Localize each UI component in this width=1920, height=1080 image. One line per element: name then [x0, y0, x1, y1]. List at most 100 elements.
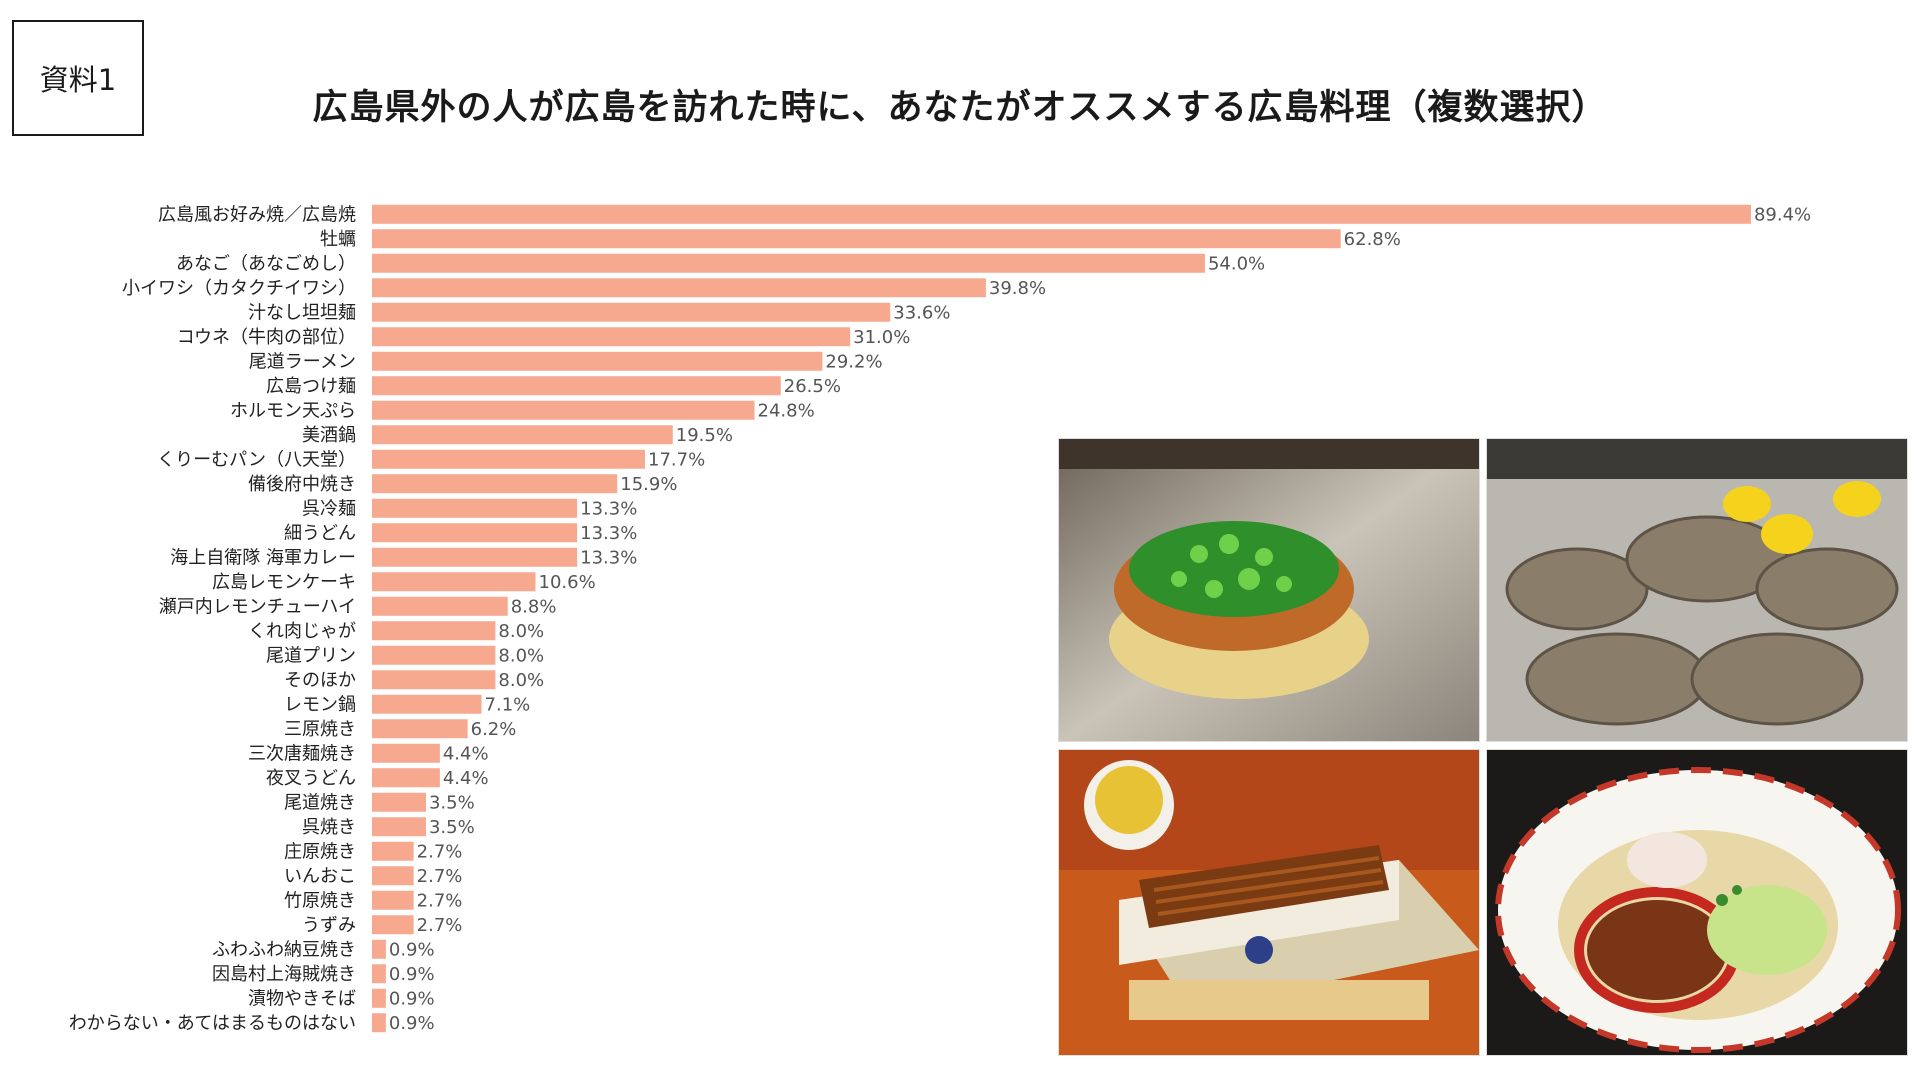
- category-label: 尾道プリン: [266, 645, 356, 666]
- category-label: 尾道焼き: [284, 792, 356, 813]
- bar-value-label: 29.2%: [825, 351, 882, 372]
- category-label: 因島村上海賊焼き: [212, 964, 356, 985]
- bar-value-label: 10.6%: [539, 572, 596, 593]
- bar: [372, 474, 618, 494]
- category-label: 庄原焼き: [284, 841, 356, 862]
- bar: [372, 866, 414, 886]
- document-label: 資料1: [12, 20, 144, 136]
- bar: [372, 841, 414, 861]
- category-label: いんおこ: [284, 866, 356, 887]
- category-label: コウネ（牛肉の部位）: [177, 327, 356, 348]
- bar: [372, 719, 468, 739]
- bar-value-label: 0.9%: [389, 988, 435, 1009]
- category-label: 広島レモンケーキ: [212, 572, 356, 593]
- category-label: 三次唐麺焼き: [248, 743, 356, 764]
- bar: [372, 572, 536, 592]
- bar: [372, 939, 386, 959]
- bar-value-label: 0.9%: [389, 964, 435, 985]
- bar-value-label: 13.3%: [580, 523, 637, 544]
- bar-value-label: 2.7%: [417, 841, 463, 862]
- bar-value-label: 26.5%: [784, 376, 841, 397]
- bar-value-label: 8.8%: [511, 596, 557, 617]
- bar-value-label: 31.0%: [853, 327, 910, 348]
- bar: [372, 670, 496, 690]
- category-label: わからない・あてはまるものはない: [69, 1013, 356, 1034]
- bar-value-label: 0.9%: [389, 1013, 435, 1034]
- bar: [372, 1013, 386, 1033]
- okonomiyaki-photo: [1058, 438, 1480, 742]
- category-label: 瀬戸内レモンチューハイ: [159, 596, 356, 617]
- category-label: 広島つけ麺: [266, 376, 356, 397]
- bar: [372, 376, 781, 396]
- bar: [372, 768, 440, 788]
- bar-value-label: 8.0%: [498, 645, 544, 666]
- bar-value-label: 15.9%: [620, 474, 677, 495]
- bar: [372, 278, 986, 298]
- category-label: 小イワシ（カタクチイワシ）: [122, 278, 356, 299]
- bar: [372, 229, 1341, 249]
- category-label: 尾道ラーメン: [249, 351, 356, 372]
- category-label: 三原焼き: [284, 719, 356, 740]
- bar-value-label: 4.4%: [443, 743, 489, 764]
- category-label: くれ肉じゃが: [248, 621, 356, 642]
- category-label: 呉冷麺: [302, 498, 356, 519]
- bar-value-label: 2.7%: [417, 890, 463, 911]
- category-label: 細うどん: [284, 523, 356, 544]
- bar-value-label: 33.6%: [893, 302, 950, 323]
- category-label: 海上自衛隊 海軍カレー: [170, 547, 356, 568]
- bar-value-label: 62.8%: [1344, 229, 1401, 250]
- category-label: 漬物やきそば: [248, 988, 356, 1009]
- category-label: レモン鍋: [284, 694, 356, 715]
- bar-value-label: 2.7%: [417, 866, 463, 887]
- oyster-photo: [1486, 438, 1908, 742]
- bar-value-label: 13.3%: [580, 547, 637, 568]
- category-label: 竹原焼き: [284, 890, 356, 911]
- bar: [372, 817, 426, 837]
- bar: [372, 890, 414, 910]
- category-label: うずみ: [302, 915, 356, 936]
- bar-value-label: 6.2%: [471, 719, 517, 740]
- bar: [372, 302, 891, 322]
- category-label: くりーむパン（八天堂）: [157, 449, 356, 470]
- category-label: 夜叉うどん: [266, 768, 356, 789]
- bar: [372, 400, 755, 420]
- bar: [372, 253, 1205, 273]
- bar: [372, 547, 578, 567]
- bar: [372, 621, 496, 641]
- bar: [372, 964, 386, 984]
- bar: [372, 645, 496, 665]
- category-label: ふわふわ納豆焼き: [212, 939, 356, 960]
- bar: [372, 523, 578, 543]
- category-label: 呉焼き: [302, 817, 356, 838]
- category-label: 牡蠣: [320, 229, 356, 250]
- bar-value-label: 2.7%: [417, 915, 463, 936]
- bar-value-label: 13.3%: [580, 498, 637, 519]
- bar-value-label: 7.1%: [485, 694, 531, 715]
- bar: [372, 204, 1751, 224]
- bar-value-label: 89.4%: [1754, 204, 1811, 225]
- bar-value-label: 0.9%: [389, 939, 435, 960]
- bar: [372, 792, 426, 812]
- bar: [372, 915, 414, 935]
- bar: [372, 596, 508, 616]
- anago-meshi-photo: [1058, 749, 1480, 1056]
- bar: [372, 694, 482, 714]
- category-label: 美酒鍋: [302, 425, 356, 446]
- bar-value-label: 3.5%: [429, 792, 475, 813]
- category-label: 備後府中焼き: [248, 474, 356, 495]
- bar-value-label: 54.0%: [1208, 253, 1265, 274]
- shiru-nashi-tantanmen-photo: [1486, 749, 1908, 1056]
- category-label: そのほか: [284, 670, 356, 691]
- bar-value-label: 8.0%: [498, 670, 544, 691]
- bar-value-label: 19.5%: [676, 425, 733, 446]
- bar: [372, 449, 646, 469]
- bar: [372, 988, 386, 1008]
- bar: [372, 327, 851, 347]
- chart-title: 広島県外の人が広島を訪れた時に、あなたがオススメする広島料理（複数選択）: [312, 88, 1608, 128]
- category-label: あなご（あなごめし）: [176, 253, 356, 274]
- category-label: 汁なし坦坦麺: [248, 302, 356, 323]
- category-label: ホルモン天ぷら: [230, 400, 356, 421]
- bar-value-label: 24.8%: [758, 400, 815, 421]
- bar-value-label: 17.7%: [648, 449, 705, 470]
